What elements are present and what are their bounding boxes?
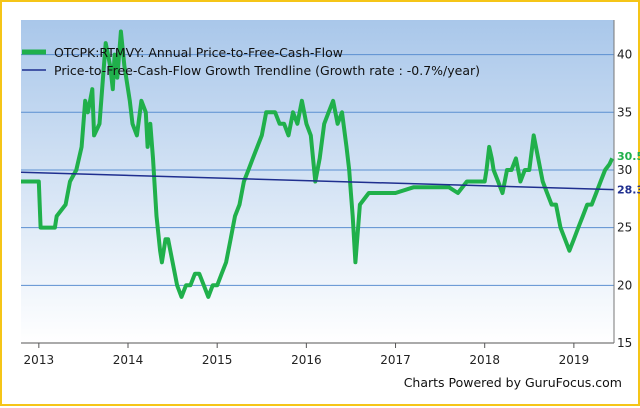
x-tick-label: 2019 [559,353,590,367]
legend: OTCPK:RTMVY: Annual Price-to-Free-Cash-F… [22,45,480,78]
legend-label-trendline: Price-to-Free-Cash-Flow Growth Trendline… [54,63,480,78]
x-tick-label: 2017 [380,353,411,367]
end-labels: 30.5 28.3 [617,150,640,196]
trendline-series-line [20,171,615,191]
x-tick-label: 2014 [113,353,144,367]
x-tick-label: 2018 [469,353,500,367]
footer-credit: Charts Powered by GuruFocus.com [403,375,622,390]
main-series-line [21,29,615,299]
y-tick-label: 25 [617,221,632,235]
y-tick-label: 40 [617,48,632,62]
y-tick-label: 15 [617,336,632,350]
main-series-end-label: 30.5 [617,150,640,163]
y-tick-label: 20 [617,278,632,292]
x-tick-label: 2013 [24,353,55,367]
axis-layer: 15 20 25 30 35 40 2013 2014 2015 2016 2017 2018 2019 [21,20,632,367]
y-tick-label: 35 [617,105,632,119]
x-tick-label: 2016 [291,353,322,367]
series-layer [20,29,615,299]
trendline-end-label: 28.3 [617,184,640,197]
legend-label-main-series: OTCPK:RTMVY: Annual Price-to-Free-Cash-F… [54,45,343,60]
y-tick-label: 30 [617,163,632,177]
x-tick-label: 2015 [202,353,233,367]
